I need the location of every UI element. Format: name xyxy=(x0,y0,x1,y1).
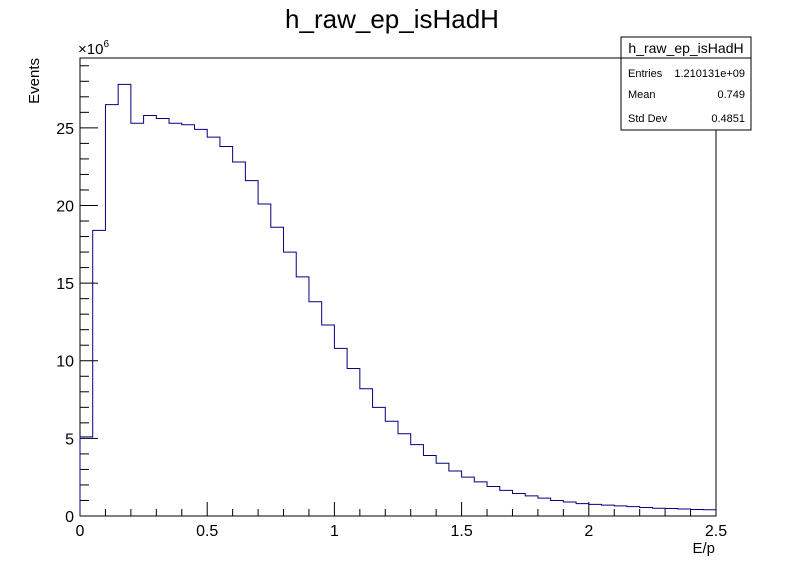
x-tick-label: 0.5 xyxy=(196,523,218,540)
stats-mean-label: Mean xyxy=(628,89,656,101)
plot-frame xyxy=(79,57,717,517)
y-tick-label: 5 xyxy=(65,431,74,448)
x-tick-label: 1 xyxy=(330,523,339,540)
y-tick-label: 0 xyxy=(65,509,74,526)
x-tick-label: 1.5 xyxy=(450,523,472,540)
stats-box-title: h_raw_ep_isHadH xyxy=(628,40,743,56)
stats-box: h_raw_ep_isHadH Entries 1.210131e+09 Mea… xyxy=(620,36,752,131)
stats-entries-value: 1.210131e+09 xyxy=(674,68,745,80)
x-tick-label: 0 xyxy=(76,523,85,540)
histogram-series-line xyxy=(79,83,716,516)
x-tick-label: 2.5 xyxy=(705,523,727,540)
stats-stddev-label: Std Dev xyxy=(628,113,668,125)
stats-mean-value: 0.749 xyxy=(717,89,745,101)
axis-tick-labels: 0 0.5 1 1.5 2 2.5 0 5 10 15 20 25 xyxy=(56,121,727,540)
x-tick-label: 2 xyxy=(584,523,593,540)
x-axis-label: E/p xyxy=(692,540,715,557)
y-axis-multiplier-exponent: 6 xyxy=(103,39,109,50)
y-axis-label: Events xyxy=(26,58,43,104)
y-axis-multiplier-base: ×10 xyxy=(78,41,103,58)
stats-stddev-value: 0.4851 xyxy=(711,113,745,125)
axis-ticks xyxy=(79,65,717,517)
y-axis-multiplier: ×106 xyxy=(78,39,109,58)
y-tick-label: 15 xyxy=(56,276,74,293)
y-tick-label: 20 xyxy=(56,198,74,215)
stats-entries-label: Entries xyxy=(628,68,663,80)
stats-box-frame xyxy=(620,36,752,131)
chart-title: h_raw_ep_isHadH xyxy=(285,4,499,34)
y-tick-label: 25 xyxy=(56,121,74,138)
y-tick-label: 10 xyxy=(56,354,74,371)
